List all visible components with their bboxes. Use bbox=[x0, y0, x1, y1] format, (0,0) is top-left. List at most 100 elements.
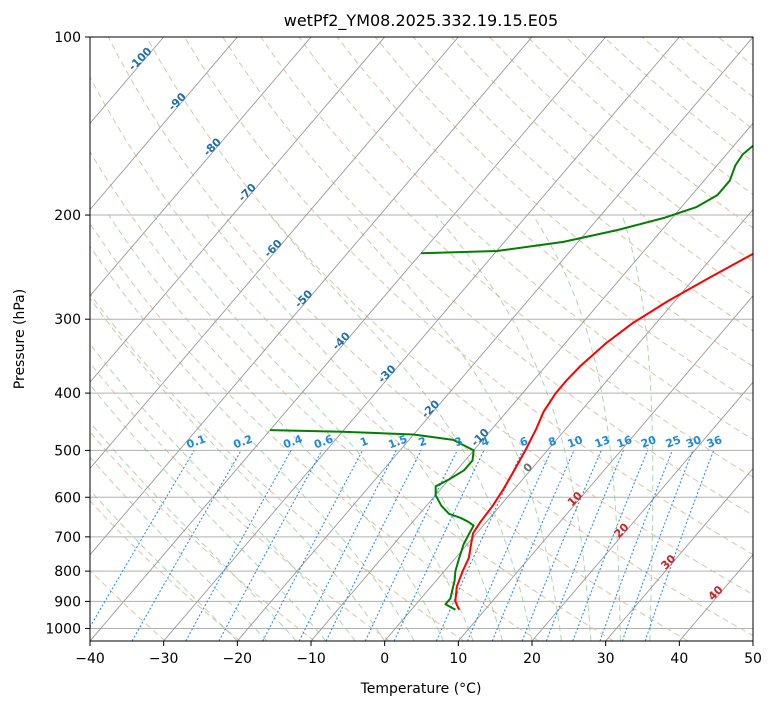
y-tick-label: 200 bbox=[54, 208, 81, 224]
isotherm-line bbox=[90, 37, 238, 211]
mixing-ratio-line bbox=[491, 450, 575, 641]
dry-adiabat bbox=[489, 37, 753, 263]
mixing-ratio-line bbox=[644, 450, 715, 641]
dry-adiabats bbox=[90, 37, 775, 641]
moist-adiabat bbox=[90, 384, 327, 641]
isotherm-line bbox=[678, 554, 753, 641]
mixing-ratio-line bbox=[325, 450, 422, 641]
dry-adiabat bbox=[260, 37, 753, 478]
dry-adiabat bbox=[527, 37, 753, 229]
isotherm-label: 10 bbox=[565, 489, 585, 509]
x-tick-label: 40 bbox=[670, 651, 688, 667]
moist-adiabat bbox=[435, 214, 592, 641]
isotherm-line bbox=[236, 37, 753, 641]
isotherm-label-zero: 0 bbox=[521, 460, 536, 475]
y-tick-label: 300 bbox=[54, 312, 81, 328]
x-tick-label: 20 bbox=[523, 651, 541, 667]
mixing-ratio-line bbox=[262, 450, 363, 641]
mixing-ratio-label: 3 bbox=[453, 435, 465, 450]
isotherm-line bbox=[90, 37, 533, 556]
temperature-profile bbox=[454, 252, 753, 611]
moist-adiabat bbox=[90, 421, 297, 641]
y-tick-label: 500 bbox=[54, 443, 81, 459]
mixing-ratio-label: 4 bbox=[479, 434, 491, 449]
dry-adiabat bbox=[145, 37, 753, 596]
moist-adiabat bbox=[345, 214, 562, 641]
moist-adiabat bbox=[90, 297, 386, 641]
mixing-ratio-line bbox=[467, 450, 552, 641]
chart-title: wetPf2_YM08.2025.332.19.15.E05 bbox=[284, 11, 558, 31]
x-tick-label: −30 bbox=[149, 651, 179, 667]
y-tick-label: 100 bbox=[54, 30, 81, 46]
mixing-ratio-line bbox=[621, 450, 694, 641]
mixing-ratio-label: 20 bbox=[639, 433, 658, 451]
isotherm-label: -30 bbox=[375, 362, 398, 385]
y-tick-label: 700 bbox=[54, 530, 81, 546]
isotherm-line bbox=[90, 37, 312, 297]
dry-adiabat bbox=[718, 37, 753, 66]
x-axis-ticks: −40 −30 −20 −10 0 10 20 30 40 50 bbox=[75, 641, 762, 667]
isotherm-line bbox=[90, 37, 607, 641]
isotherm-line bbox=[384, 208, 753, 641]
x-tick-label: 10 bbox=[449, 651, 467, 667]
x-tick-label: 30 bbox=[597, 651, 615, 667]
moist-adiabat bbox=[90, 245, 415, 641]
mixing-ratio-label: 0.6 bbox=[312, 432, 335, 451]
dry-adiabat bbox=[90, 362, 390, 641]
sounding-series bbox=[269, 144, 753, 611]
dry-adiabat bbox=[90, 75, 689, 641]
x-tick-label: 50 bbox=[744, 651, 762, 667]
mixing-ratio-label: 25 bbox=[664, 433, 683, 450]
dry-adiabat bbox=[412, 37, 753, 332]
y-axis-ticks: 100 200 300 400 500 600 700 800 900 1000 bbox=[45, 30, 90, 637]
isotherm-label: -60 bbox=[262, 237, 285, 260]
dry-adiabat bbox=[90, 293, 465, 641]
mixing-ratio-line bbox=[435, 450, 524, 641]
dry-adiabat bbox=[90, 431, 316, 641]
mixing-ratio-line bbox=[521, 450, 602, 641]
y-axis-label: Pressure (hPa) bbox=[12, 289, 28, 389]
mixing-ratio-line bbox=[572, 450, 649, 641]
dry-adiabat bbox=[679, 37, 753, 98]
isotherm-line bbox=[90, 37, 459, 470]
mixing-ratio-line bbox=[90, 450, 195, 628]
plot-frame bbox=[89, 36, 754, 642]
mixing-ratio-line bbox=[298, 450, 397, 641]
mixing-ratio-label: 1.5 bbox=[386, 433, 409, 452]
mixing-ratio-line bbox=[131, 450, 242, 641]
moist-adiabat bbox=[621, 214, 654, 641]
isotherm-label: 20 bbox=[612, 520, 632, 540]
isotherm-label: -20 bbox=[419, 397, 442, 420]
isotherm-line bbox=[163, 37, 680, 641]
x-tick-label: −10 bbox=[296, 651, 326, 667]
dry-adiabat bbox=[757, 37, 775, 641]
mixing-ratio-line bbox=[599, 450, 673, 641]
line-labels: 0.1 0.2 0.4 0.6 1 1.5 2 3 4 6 8 10 13 16 20 25 30 36-100-… bbox=[126, 44, 726, 603]
moist-adiabat bbox=[269, 214, 533, 641]
y-tick-label: 1000 bbox=[45, 621, 81, 637]
dry-adiabat bbox=[90, 222, 540, 641]
x-tick-label: 0 bbox=[380, 651, 389, 667]
moist-adiabat bbox=[206, 214, 503, 641]
moist-adiabat bbox=[90, 489, 238, 641]
isotherm-line bbox=[457, 295, 753, 641]
mixing-ratio-label: 0.4 bbox=[281, 432, 304, 451]
isotherm-line bbox=[90, 37, 386, 383]
mixing-ratio-label: 30 bbox=[684, 433, 703, 451]
isotherm-label: -90 bbox=[166, 90, 189, 113]
pressure-gridlines bbox=[90, 37, 753, 629]
dry-adiabat bbox=[90, 150, 614, 641]
moist-adiabat bbox=[90, 456, 268, 641]
x-tick-label: −20 bbox=[223, 651, 253, 667]
isotherm-label: -50 bbox=[292, 287, 315, 310]
isotherm-line bbox=[531, 381, 753, 641]
isotherm-line bbox=[605, 467, 753, 641]
y-tick-label: 900 bbox=[54, 594, 81, 610]
mixing-ratio-line bbox=[545, 450, 624, 641]
moist-adiabat bbox=[108, 214, 445, 641]
dry-adiabat bbox=[184, 37, 753, 556]
mixing-ratio-label: 36 bbox=[705, 433, 724, 451]
mixing-ratio-lines bbox=[90, 450, 715, 641]
mixing-ratio-label: 16 bbox=[615, 433, 634, 451]
